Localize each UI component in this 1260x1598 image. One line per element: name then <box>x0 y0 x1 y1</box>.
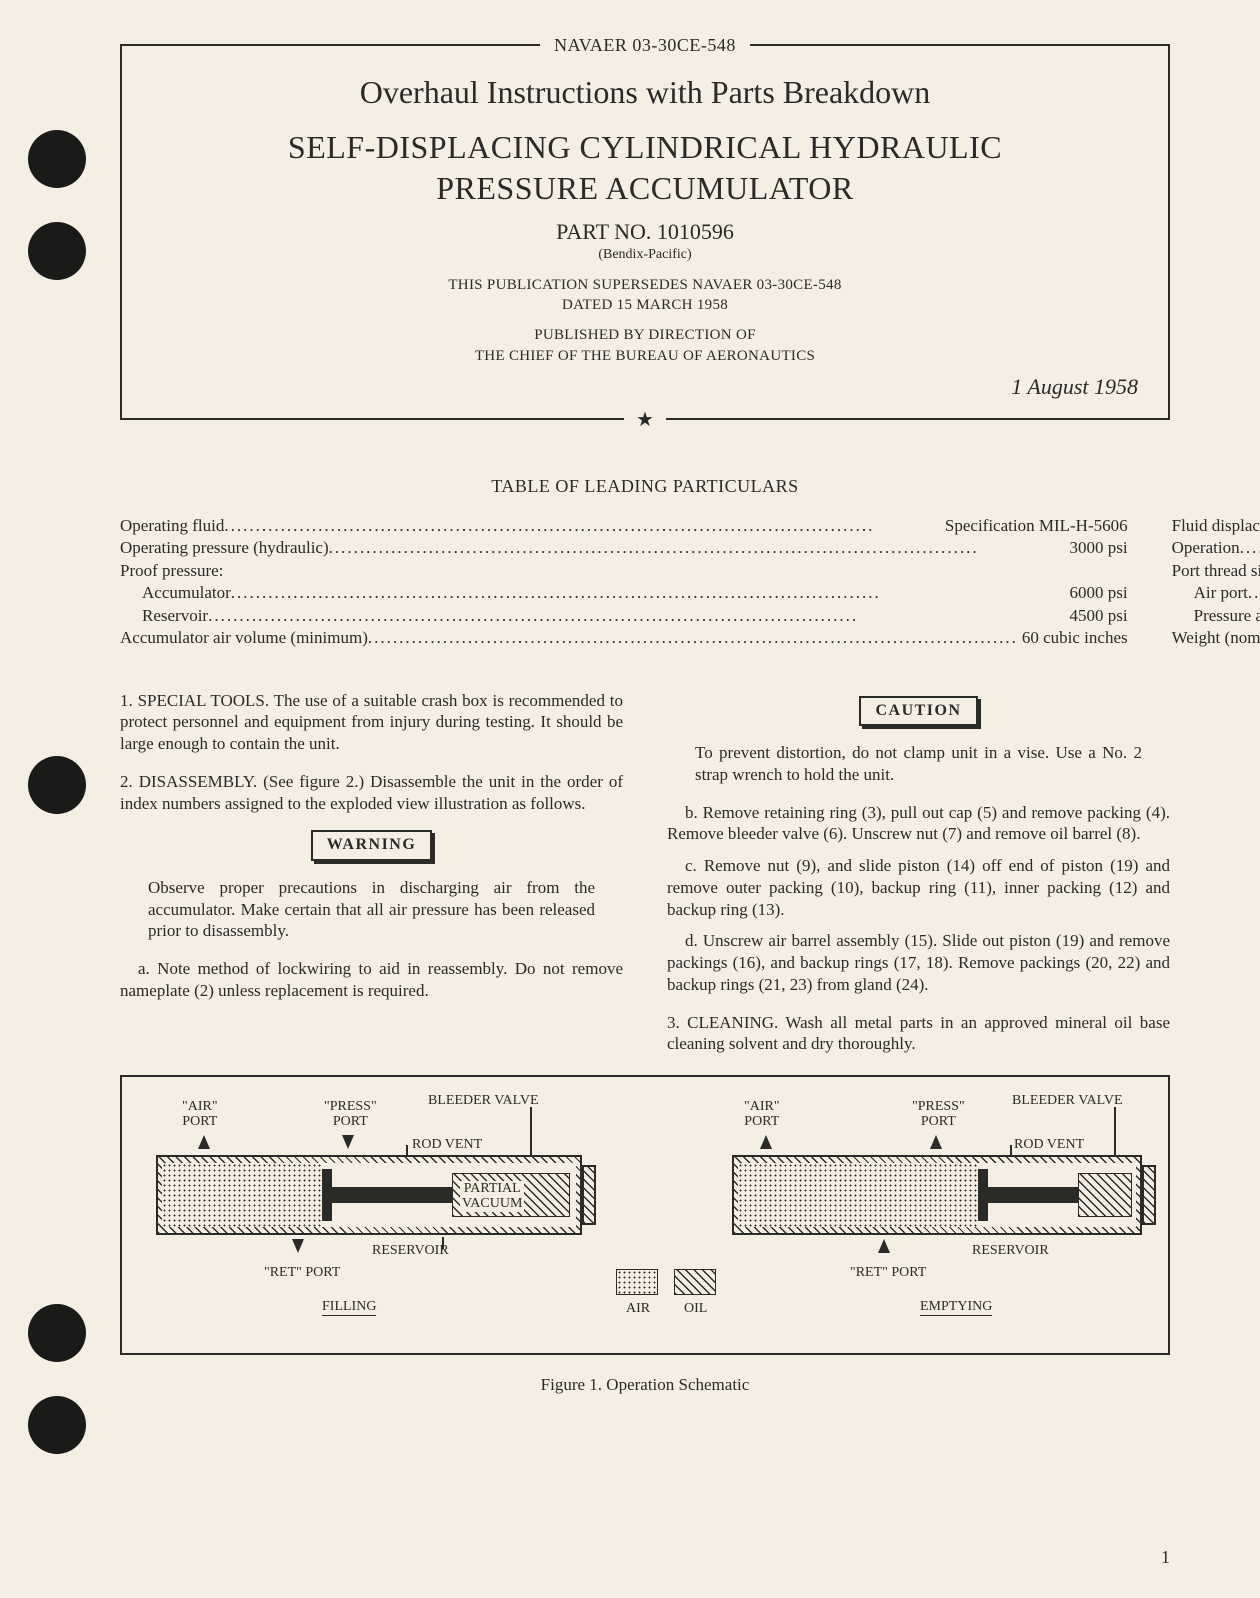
punch-hole <box>28 756 86 814</box>
leader-dots <box>329 537 1066 559</box>
spec-value: Specification MIL-H-5606 <box>941 515 1128 537</box>
spec-line: Operating fluid Specification MIL-H-5606 <box>120 515 1128 537</box>
warning-callout: WARNING <box>311 830 433 860</box>
spec-label: Operating pressure (hydraulic) <box>120 537 329 559</box>
leader-dots <box>1240 537 1260 559</box>
spec-line: Reservoir 4500 psi <box>120 605 1128 627</box>
spec-label: Proof pressure: <box>120 560 223 582</box>
spec-value: 4500 psi <box>1066 605 1128 627</box>
spec-label: Port thread sizes per AND10050: <box>1172 560 1260 582</box>
label-reservoir: RESERVOIR <box>972 1243 1049 1258</box>
supersedes-note: THIS PUBLICATION SUPERSEDES NAVAER 03-30… <box>152 275 1138 316</box>
punch-hole <box>28 1396 86 1454</box>
label-air-port: "AIR" PORT <box>182 1099 218 1130</box>
label-ret-port: "RET" PORT <box>850 1265 926 1280</box>
spec-line: Proof pressure: <box>120 560 1128 582</box>
spec-label: Accumulator air volume (minimum) <box>120 627 368 649</box>
part-number: PART NO. 1010596 <box>152 219 1138 245</box>
spec-label: Air port <box>1194 582 1248 604</box>
arrow-icon <box>198 1135 210 1149</box>
punch-hole <box>28 130 86 188</box>
spec-value: 6000 psi <box>1066 582 1128 604</box>
label-reservoir: RESERVOIR <box>372 1243 449 1258</box>
figure-1-schematic: "AIR" PORT "PRESS" PORT BLEEDER VALVE RO… <box>120 1075 1170 1355</box>
caution-callout: CAUTION <box>859 696 977 726</box>
spec-line: Operation See figure 1 <box>1172 537 1260 559</box>
warning-text: Observe proper precautions in dischargin… <box>148 877 595 942</box>
leader-dots <box>368 627 1018 649</box>
label-press-port: "PRESS" PORT <box>324 1099 377 1130</box>
legend-air: AIR <box>626 1301 650 1316</box>
spec-label: Fluid displacement (minimum) <box>1172 515 1260 537</box>
leader-dots <box>224 515 941 537</box>
para-disassembly: 2. DISASSEMBLY. (See figure 2.) Disassem… <box>120 771 623 815</box>
page-number: 1 <box>1161 1547 1170 1568</box>
spec-line: Port thread sizes per AND10050: <box>1172 560 1260 582</box>
particulars-title: TABLE OF LEADING PARTICULARS <box>120 476 1170 497</box>
label-press-port: "PRESS" PORT <box>912 1099 965 1130</box>
step-c: c. Remove nut (9), and slide piston (14)… <box>667 855 1170 920</box>
spec-line: Operating pressure (hydraulic) 3000 psi <box>120 537 1128 559</box>
spec-label: Operating fluid <box>120 515 224 537</box>
para-cleaning: 3. CLEANING. Wash all metal parts in an … <box>667 1012 1170 1056</box>
step-b: b. Remove retaining ring (3), pull out c… <box>667 802 1170 846</box>
arrow-icon <box>760 1135 772 1149</box>
label-partial-vacuum: PARTIAL VACUUM <box>460 1181 524 1212</box>
publication-date: 1 August 1958 <box>152 374 1138 400</box>
label-emptying: EMPTYING <box>920 1299 992 1316</box>
spec-line: Accumulator 6000 psi <box>120 582 1128 604</box>
step-a: a. Note method of lockwiring to aid in r… <box>120 958 623 1002</box>
para-special-tools: 1. SPECIAL TOOLS. The use of a suitable … <box>120 690 623 755</box>
spec-line: Fluid displacement (minimum) 21.5 cubic … <box>1172 515 1260 537</box>
manufacturer: (Bendix-Pacific) <box>152 247 1138 263</box>
spec-value: 3000 psi <box>1066 537 1128 559</box>
doc-title-1: Overhaul Instructions with Parts Breakdo… <box>152 74 1138 111</box>
arrow-icon <box>878 1239 890 1253</box>
particulars-table: Operating fluid Specification MIL-H-5606… <box>120 515 1170 650</box>
caution-text: To prevent distortion, do not clamp unit… <box>695 742 1142 786</box>
body-text: 1. SPECIAL TOOLS. The use of a suitable … <box>120 690 1170 1055</box>
spec-label: Reservoir <box>142 605 208 627</box>
arrow-icon <box>930 1135 942 1149</box>
label-air-port: "AIR" PORT <box>744 1099 780 1130</box>
spec-line: Pressure and return port 3/4-16 UNF-3B <box>1172 605 1260 627</box>
label-rod-vent: ROD VENT <box>412 1137 482 1152</box>
spec-label: Weight (nominal) <box>1172 627 1260 649</box>
step-d: d. Unscrew air barrel assembly (15). Sli… <box>667 930 1170 995</box>
label-filling: FILLING <box>322 1299 376 1316</box>
label-bleeder: BLEEDER VALVE <box>428 1093 539 1108</box>
document-id: NAVAER 03-30CE-548 <box>540 35 750 56</box>
title-block: NAVAER 03-30CE-548 Overhaul Instructions… <box>120 44 1170 420</box>
spec-line: Air port 1/2-20 UNF-3B <box>1172 582 1260 604</box>
leader-dots <box>208 605 1065 627</box>
punch-hole <box>28 222 86 280</box>
spec-line: Weight (nominal) 8.25 pounds <box>1172 627 1260 649</box>
doc-title-2: SELF-DISPLACING CYLINDRICAL HYDRAULIC PR… <box>152 127 1138 209</box>
spec-line: Accumulator air volume (minimum) 60 cubi… <box>120 627 1128 649</box>
punch-hole <box>28 1304 86 1362</box>
label-bleeder: BLEEDER VALVE <box>1012 1093 1123 1108</box>
label-rod-vent: ROD VENT <box>1014 1137 1084 1152</box>
leader-dots <box>1248 582 1260 604</box>
arrow-icon <box>292 1239 304 1253</box>
arrow-icon <box>342 1135 354 1149</box>
star-divider: ★ <box>624 410 666 430</box>
spec-value: 60 cubic inches <box>1018 627 1128 649</box>
spec-label: Pressure and return port <box>1194 605 1260 627</box>
spec-label: Accumulator <box>142 582 231 604</box>
label-ret-port: "RET" PORT <box>264 1265 340 1280</box>
published-by: PUBLISHED BY DIRECTION OF THE CHIEF OF T… <box>152 325 1138 366</box>
legend-swatch-air <box>616 1269 658 1295</box>
spec-label: Operation <box>1172 537 1240 559</box>
figure-caption: Figure 1. Operation Schematic <box>120 1375 1170 1395</box>
leader-dots <box>231 582 1066 604</box>
